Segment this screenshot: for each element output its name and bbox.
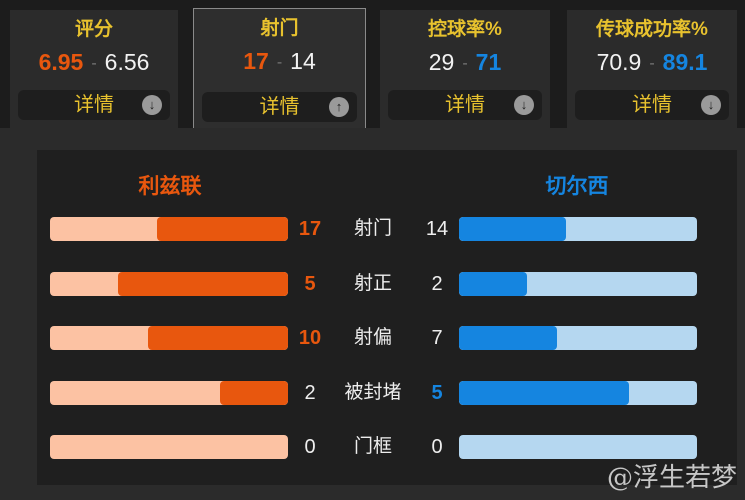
arrow-down-icon: ↓ (142, 95, 162, 115)
watermark: @浮生若梦 (606, 463, 737, 493)
home-value: 6.95 (38, 49, 84, 75)
home-bar (50, 380, 288, 405)
home-stat-value: 5 (304, 272, 316, 295)
stat-row: 17 射门 14 (0, 217, 745, 241)
away-bar-fill (459, 217, 567, 241)
arrow-down-icon: ↓ (514, 95, 534, 115)
details-button[interactable]: 详情 ↓ (18, 90, 170, 120)
away-bar (459, 435, 697, 459)
separator: - (462, 54, 468, 72)
home-bar-fill (220, 380, 288, 405)
away-value: 71 (475, 49, 502, 75)
away-bar-fill (459, 326, 557, 350)
details-label: 详情 (632, 94, 672, 116)
away-stat-value: 0 (431, 436, 443, 458)
card-score: 70.9-89.1 (567, 49, 737, 79)
home-bar (50, 326, 288, 350)
stats-panel (37, 150, 737, 485)
away-bar (459, 271, 697, 296)
away-bar (459, 380, 697, 405)
card-title: 评分 (74, 19, 113, 40)
stat-row: 10 射偏 7 (0, 326, 745, 350)
home-stat-value: 0 (304, 436, 316, 458)
details-button[interactable]: 详情 ↓ (388, 90, 542, 120)
summary-card[interactable]: 射门 17-14 详情 ↑ (193, 8, 366, 130)
away-value: 6.56 (104, 49, 150, 75)
away-team-name: 切尔西 (545, 175, 609, 198)
home-bar (50, 217, 288, 241)
away-stat-value: 5 (431, 381, 443, 404)
arrow-down-icon: ↓ (701, 95, 721, 115)
separator: - (649, 54, 655, 72)
details-button[interactable]: 详情 ↓ (575, 90, 729, 120)
arrow-up-icon: ↑ (329, 97, 349, 117)
details-button[interactable]: 详情 ↑ (202, 92, 357, 122)
details-label: 详情 (259, 96, 300, 118)
home-bar-fill (157, 217, 288, 241)
away-stat-value: 14 (425, 218, 449, 240)
home-team-name: 利兹联 (138, 175, 202, 198)
home-value: 29 (428, 49, 455, 75)
stat-row: 5 射正 2 (0, 271, 745, 296)
away-bar (459, 217, 697, 241)
away-value: 14 (290, 48, 316, 74)
stat-row: 2 被封堵 5 (0, 380, 745, 405)
card-title: 传球成功率% (596, 19, 708, 40)
stat-label: 射偏 (353, 327, 392, 348)
away-value: 89.1 (662, 49, 708, 75)
details-label: 详情 (445, 94, 485, 116)
away-bar-fill (459, 380, 629, 405)
home-bar-fill (118, 271, 288, 296)
card-title: 控球率% (428, 19, 502, 40)
away-stat-value: 7 (431, 327, 443, 349)
details-label: 详情 (74, 94, 114, 116)
separator: - (276, 53, 283, 71)
home-value: 70.9 (596, 49, 642, 75)
card-score: 17-14 (194, 48, 365, 78)
card-title: 射门 (260, 18, 299, 39)
home-stat-value: 10 (298, 327, 322, 349)
summary-card[interactable]: 控球率% 29-71 详情 ↓ (380, 10, 550, 128)
card-score: 29-71 (380, 49, 550, 79)
home-stat-value: 17 (298, 218, 322, 240)
stat-label: 被封堵 (344, 381, 402, 403)
stat-label: 射正 (353, 272, 392, 294)
home-bar (50, 435, 288, 459)
home-bar-fill (148, 326, 288, 350)
summary-card[interactable]: 传球成功率% 70.9-89.1 详情 ↓ (567, 10, 737, 128)
separator: - (91, 54, 97, 72)
away-stat-value: 2 (431, 272, 443, 295)
away-bar-fill (459, 271, 527, 296)
home-stat-value: 2 (304, 381, 316, 404)
away-bar (459, 326, 697, 350)
home-value: 17 (243, 48, 269, 74)
stat-label: 门框 (353, 436, 392, 457)
summary-card[interactable]: 评分 6.95-6.56 详情 ↓ (10, 10, 178, 128)
stat-label: 射门 (353, 218, 392, 239)
card-score: 6.95-6.56 (10, 49, 178, 79)
home-bar (50, 271, 288, 296)
stat-row: 0 门框 0 (0, 435, 745, 459)
